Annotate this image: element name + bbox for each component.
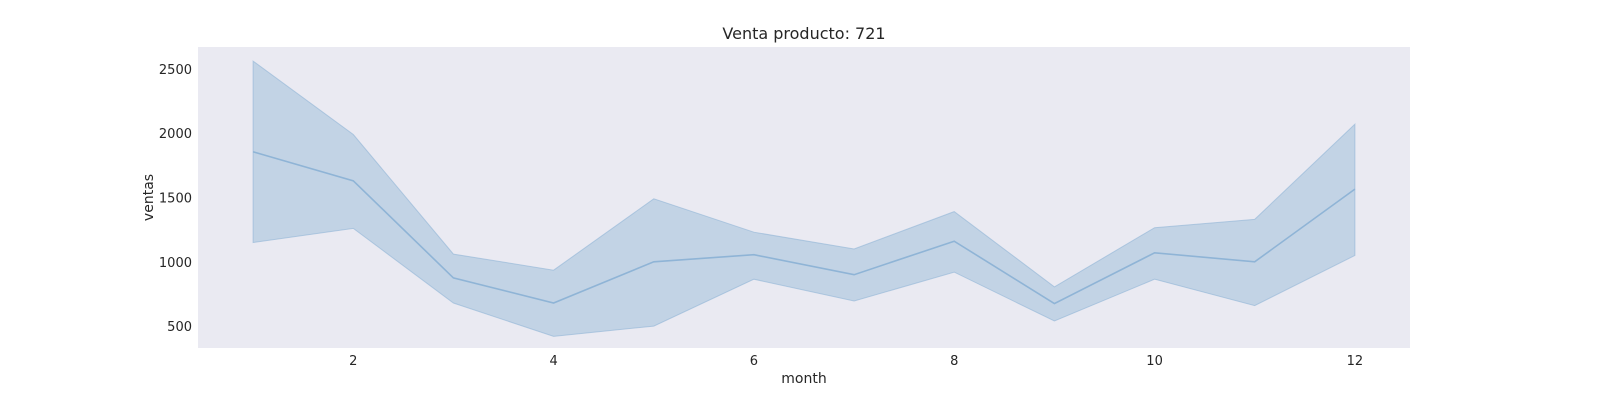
x-tick-labels: 2 4 6 8 10 12 [349,354,1363,369]
x-tick-label: 10 [1146,354,1163,369]
series-line [252,151,1356,305]
y-tick-label: 2000 [159,127,192,142]
y-tick-label: 2500 [159,63,192,78]
x-tick-label: 2 [349,354,357,369]
x-tick-label: 12 [1347,354,1364,369]
x-axis-label: month [781,371,826,387]
y-tick-labels: 500 1000 1500 2000 2500 [159,63,192,335]
y-tick-label: 500 [167,320,192,335]
series-line-layer [252,151,1356,305]
x-tick-label: 8 [950,354,958,369]
x-tick-label: 4 [549,354,557,369]
chart-title: Venta producto: 721 [722,24,885,43]
y-tick-label: 1500 [159,192,192,207]
confidence-band-layer [252,60,1356,337]
x-tick-label: 6 [750,354,758,369]
y-axis-label: ventas [141,174,157,221]
confidence-band [252,60,1356,337]
y-tick-label: 1000 [159,256,192,271]
